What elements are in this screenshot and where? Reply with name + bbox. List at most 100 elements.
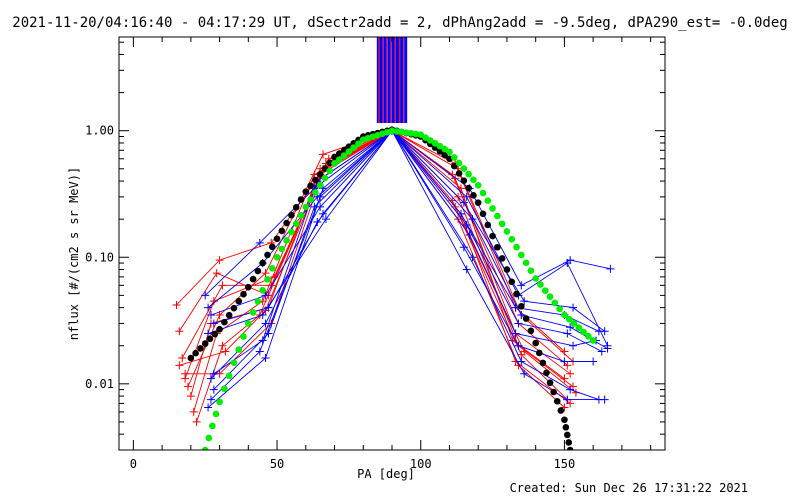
green-curve-dot	[345, 148, 353, 155]
blue-data-point	[209, 319, 218, 328]
green-curve-dot	[561, 311, 568, 319]
blue-data-point	[264, 303, 273, 312]
black-curve-dot	[292, 204, 300, 211]
green-curve-dot	[450, 154, 458, 161]
black-curve-dot	[216, 325, 223, 333]
blue-data-point	[520, 297, 529, 306]
green-curve-dot	[441, 145, 448, 153]
x-tick-label: 50	[270, 457, 284, 471]
black-curve-dot	[474, 199, 482, 206]
black-curve-dot	[553, 397, 561, 405]
blue-data-point	[517, 310, 526, 319]
blue-data-point	[206, 395, 215, 404]
green-curve-dot	[494, 212, 501, 220]
red-data-point	[178, 353, 187, 362]
red-data-point	[517, 350, 526, 359]
black-curve-dot	[465, 184, 472, 192]
green-curve-dot	[417, 131, 425, 138]
blue-data-point	[465, 230, 474, 239]
blue-data-point	[468, 215, 477, 224]
black-curve-dot	[563, 431, 571, 439]
black-curve-dot	[297, 196, 305, 203]
black-curve-dot	[316, 171, 324, 178]
green-curve-dot	[201, 446, 209, 450]
blue-data-point	[204, 303, 213, 312]
black-curve-dot	[484, 221, 492, 229]
black-curve-dot	[508, 278, 516, 286]
black-curve-dot	[187, 354, 195, 362]
green-curve-dot	[245, 320, 252, 327]
green-curve-dot	[513, 243, 520, 251]
green-curve-dot	[541, 287, 549, 294]
green-curve-dot	[302, 203, 310, 211]
green-curve-dot	[422, 134, 429, 141]
black-curve-dot	[450, 162, 458, 170]
red-data-point	[261, 269, 270, 278]
blue-data-point	[514, 341, 523, 350]
black-curve-dot	[550, 388, 557, 396]
green-curve-dot	[316, 181, 324, 189]
red-series-line	[190, 130, 574, 397]
red-data-point	[218, 341, 227, 350]
created-timestamp: Created: Sun Dec 26 17:31:22 2021	[509, 481, 748, 495]
x-tick-label: 100	[410, 457, 432, 471]
blue-data-point	[261, 353, 270, 362]
blue-series-line	[213, 130, 597, 390]
plot-area	[172, 37, 615, 450]
green-curve-dot	[465, 170, 472, 178]
green-curve-dot	[355, 140, 362, 147]
green-curve-dot	[205, 434, 213, 442]
x-tick-label: 0	[130, 457, 137, 471]
blue-data-point	[606, 264, 615, 273]
green-curve-dot	[326, 167, 334, 175]
green-curve-dot	[527, 267, 535, 274]
blue-series-line	[207, 129, 608, 349]
green-curve-dot	[589, 337, 597, 344]
blue-data-point	[321, 215, 330, 224]
y-tick-label: 1.00	[85, 124, 114, 138]
green-curve-dot	[230, 359, 238, 366]
blue-series-line	[207, 130, 608, 346]
green-curve-dot	[321, 174, 329, 182]
green-curve-dot	[259, 287, 266, 294]
green-curve-dot	[532, 275, 539, 282]
black-curve-dot	[254, 267, 262, 275]
green-curve-dot	[336, 156, 343, 163]
black-curve-dot	[264, 251, 271, 259]
black-curve-dot	[546, 379, 554, 387]
black-curve-dot	[206, 335, 214, 343]
green-curve-dot	[312, 189, 319, 196]
black-curve-dot	[245, 283, 252, 291]
blue-data-point	[517, 357, 526, 366]
black-curve-dot	[532, 339, 539, 347]
blue-series-line	[204, 130, 611, 296]
black-curve-dot	[460, 177, 468, 185]
green-curve-dot	[331, 160, 338, 167]
green-curve-dot	[580, 328, 587, 336]
green-curve-dot	[297, 211, 305, 219]
blue-data-point	[206, 310, 215, 319]
black-curve-dot	[513, 290, 520, 298]
black-curve-dot	[221, 318, 228, 326]
green-curve-dot	[278, 245, 286, 253]
blue-series-line	[210, 130, 605, 332]
blue-data-point	[563, 395, 572, 404]
blue-data-point	[514, 319, 523, 328]
green-curve-dot	[470, 176, 477, 184]
green-curve-dot	[575, 324, 583, 332]
blue-data-point	[563, 259, 572, 268]
black-curve-dot	[539, 359, 547, 367]
green-curve-dot	[254, 298, 262, 305]
green-curve-dot	[570, 320, 578, 327]
green-curve-dot	[273, 253, 281, 261]
red-data-point	[319, 150, 328, 159]
blue-data-point	[462, 265, 471, 274]
black-curve-dot	[498, 255, 506, 262]
green-curve-dot	[431, 139, 439, 147]
green-curve-dot	[427, 137, 434, 144]
blue-data-point	[560, 357, 569, 366]
blue-data-point	[319, 209, 328, 218]
red-data-point	[566, 369, 575, 378]
blue-data-point	[264, 329, 273, 338]
